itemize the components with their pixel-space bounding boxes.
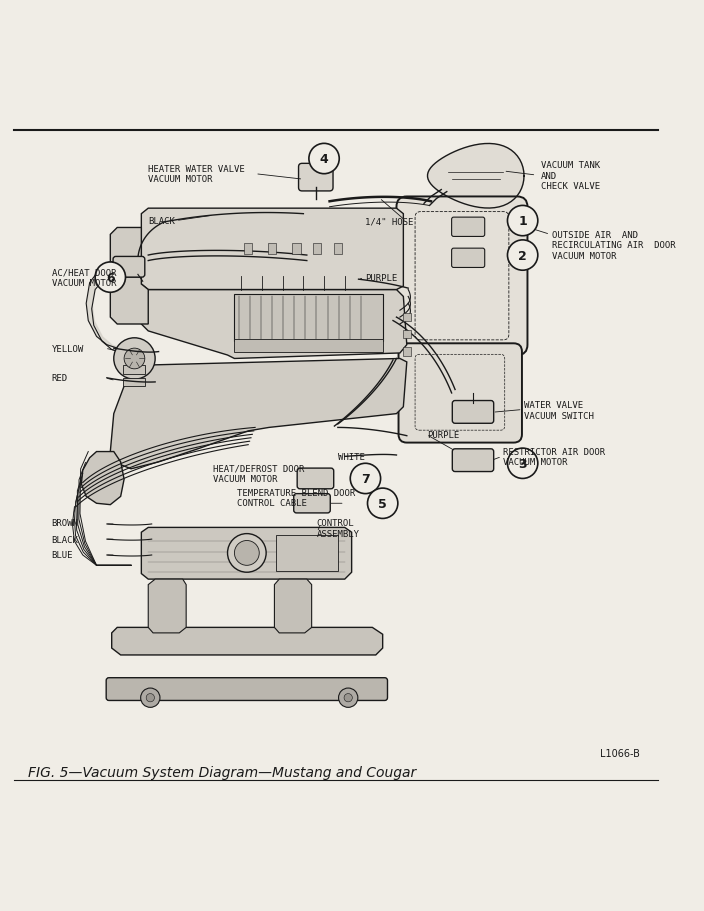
Text: 2: 2	[518, 250, 527, 262]
Text: HEATER WATER VALVE
VACUUM MOTOR: HEATER WATER VALVE VACUUM MOTOR	[148, 165, 245, 184]
Polygon shape	[82, 452, 124, 505]
FancyBboxPatch shape	[113, 257, 145, 278]
Text: BLACK: BLACK	[149, 217, 175, 226]
Polygon shape	[112, 628, 383, 655]
FancyBboxPatch shape	[396, 197, 527, 355]
Text: TEMPERATURE BLEND DOOR
CONTROL CABLE: TEMPERATURE BLEND DOOR CONTROL CABLE	[237, 488, 356, 508]
Text: BLACK: BLACK	[51, 535, 79, 544]
Text: VACUUM TANK
AND
CHECK VALVE: VACUUM TANK AND CHECK VALVE	[541, 161, 601, 190]
FancyBboxPatch shape	[292, 243, 301, 254]
FancyBboxPatch shape	[398, 344, 522, 443]
Text: 5: 5	[378, 497, 387, 510]
Polygon shape	[275, 579, 312, 633]
Circle shape	[351, 464, 381, 494]
Text: WATER VALVE
VACUUM SWITCH: WATER VALVE VACUUM SWITCH	[524, 401, 594, 420]
Circle shape	[339, 689, 358, 708]
FancyBboxPatch shape	[334, 243, 342, 254]
Text: OUTSIDE AIR  AND
RECIRCULATING AIR  DOOR
VACUUM MOTOR: OUTSIDE AIR AND RECIRCULATING AIR DOOR V…	[552, 230, 675, 261]
FancyBboxPatch shape	[122, 378, 145, 386]
FancyBboxPatch shape	[298, 164, 333, 191]
FancyBboxPatch shape	[234, 295, 383, 342]
FancyBboxPatch shape	[403, 348, 411, 356]
Text: FIG. 5—Vacuum System Diagram—Mustang and Cougar: FIG. 5—Vacuum System Diagram—Mustang and…	[27, 765, 416, 779]
Circle shape	[114, 338, 155, 380]
Circle shape	[508, 448, 538, 479]
FancyBboxPatch shape	[313, 243, 321, 254]
Circle shape	[141, 689, 160, 708]
Circle shape	[508, 206, 538, 237]
Circle shape	[124, 349, 145, 369]
Text: 3: 3	[518, 457, 527, 470]
FancyBboxPatch shape	[244, 243, 252, 254]
Polygon shape	[111, 229, 149, 324]
Text: RESTRICTOR AIR DOOR
VACUUM MOTOR: RESTRICTOR AIR DOOR VACUUM MOTOR	[503, 447, 605, 466]
Text: WHITE: WHITE	[338, 453, 365, 461]
FancyBboxPatch shape	[234, 340, 383, 353]
Text: RED: RED	[51, 374, 68, 383]
Text: 7: 7	[361, 473, 370, 486]
Polygon shape	[427, 144, 524, 209]
Polygon shape	[142, 209, 403, 291]
Text: BLUE: BLUE	[51, 551, 73, 560]
FancyBboxPatch shape	[268, 243, 277, 254]
FancyBboxPatch shape	[276, 536, 338, 571]
FancyBboxPatch shape	[403, 313, 411, 322]
FancyBboxPatch shape	[403, 331, 411, 339]
Text: 1: 1	[518, 215, 527, 228]
Circle shape	[227, 534, 266, 573]
FancyBboxPatch shape	[297, 468, 334, 489]
Polygon shape	[142, 291, 407, 359]
Circle shape	[309, 144, 339, 175]
Circle shape	[344, 694, 352, 702]
Polygon shape	[149, 579, 186, 633]
Text: 6: 6	[106, 271, 115, 284]
Polygon shape	[111, 359, 407, 469]
Circle shape	[367, 488, 398, 519]
Polygon shape	[142, 527, 351, 579]
Text: CONTROL
ASSEMBLY: CONTROL ASSEMBLY	[316, 519, 359, 538]
FancyBboxPatch shape	[452, 401, 494, 424]
Text: PURPLE: PURPLE	[365, 273, 398, 282]
Text: BROWN: BROWN	[51, 518, 79, 527]
Text: L1066-B: L1066-B	[600, 748, 640, 758]
FancyBboxPatch shape	[122, 366, 145, 374]
FancyBboxPatch shape	[452, 218, 485, 237]
FancyBboxPatch shape	[106, 678, 387, 701]
FancyBboxPatch shape	[452, 249, 485, 268]
Text: PURPLE: PURPLE	[427, 430, 460, 439]
Text: 1/4" HOSE: 1/4" HOSE	[365, 217, 414, 226]
Circle shape	[508, 241, 538, 271]
Text: HEAT/DEFROST DOOR
VACUUM MOTOR: HEAT/DEFROST DOOR VACUUM MOTOR	[213, 464, 304, 483]
Text: 4: 4	[320, 153, 329, 166]
Text: AC/HEAT DOOR
VACUUM MOTOR: AC/HEAT DOOR VACUUM MOTOR	[51, 268, 116, 288]
Text: YELLOW: YELLOW	[51, 344, 84, 353]
Circle shape	[234, 541, 259, 566]
Polygon shape	[111, 262, 142, 278]
Circle shape	[95, 262, 125, 293]
Circle shape	[146, 694, 154, 702]
FancyBboxPatch shape	[452, 449, 494, 472]
FancyBboxPatch shape	[294, 494, 330, 514]
